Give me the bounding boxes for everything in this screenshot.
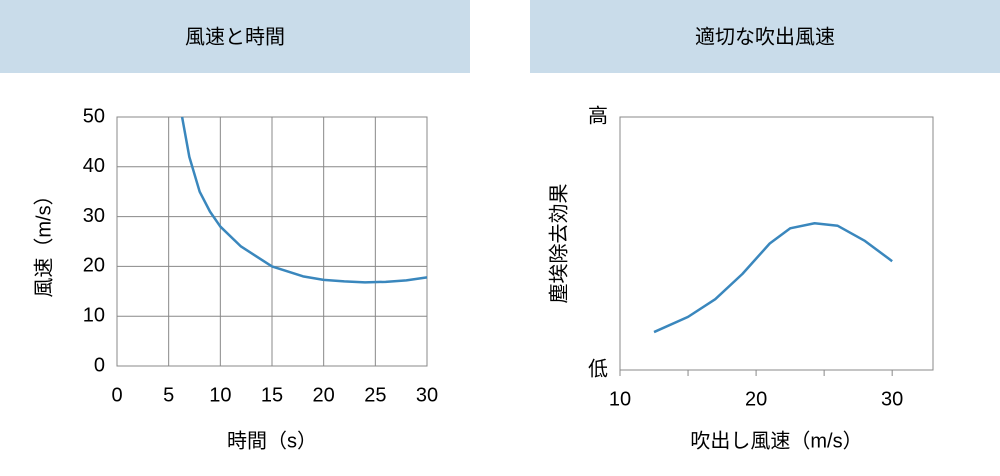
header-band [0, 0, 470, 73]
x-tick-label: 25 [364, 384, 386, 406]
x-tick-label: 20 [745, 388, 767, 410]
header-band [530, 0, 1000, 73]
x-axis-label: 時間（s） [227, 429, 317, 452]
chart-title: 適切な吹出風速 [695, 25, 835, 48]
x-tick-label: 5 [163, 384, 174, 406]
x-tick-label: 20 [313, 384, 335, 406]
x-tick-label: 30 [881, 388, 903, 410]
x-tick-label: 0 [111, 384, 122, 406]
x-tick-label: 15 [261, 384, 283, 406]
y-tick-label: 0 [94, 354, 105, 376]
chart-title: 風速と時間 [185, 25, 285, 48]
x-axis-label: 吹出し風速（m/s） [690, 429, 862, 452]
y-axis-label: 塵埃除去効果 [547, 184, 570, 304]
x-tick-label: 10 [209, 384, 231, 406]
y-tick-label: 40 [83, 155, 105, 177]
x-tick-label: 30 [416, 384, 438, 406]
y-axis-label: 風速（m/s） [32, 185, 55, 297]
plot-frame [619, 116, 934, 371]
y-tick-label: 20 [83, 255, 105, 277]
y-tick-label: 低 [588, 357, 608, 380]
y-tick-label: 10 [83, 304, 105, 326]
line-series [180, 116, 428, 284]
line-series [653, 222, 893, 334]
y-tick-label: 50 [83, 105, 105, 127]
x-tick-label: 10 [609, 388, 631, 410]
y-tick-label: 30 [83, 205, 105, 227]
plot-frame [116, 116, 428, 367]
y-tick-label: 高 [588, 104, 608, 127]
